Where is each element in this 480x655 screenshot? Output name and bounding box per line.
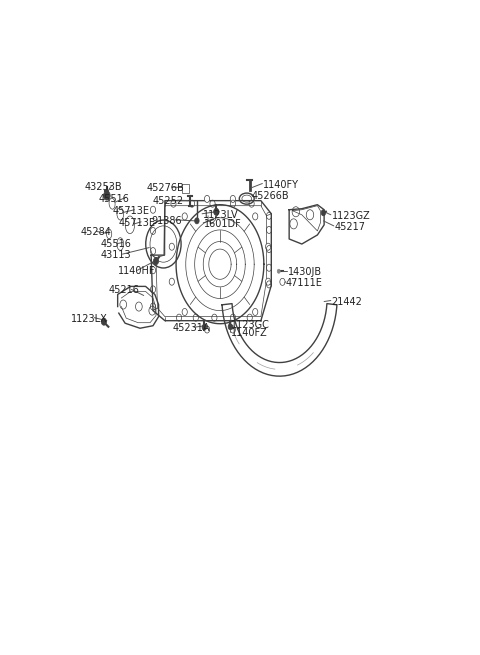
Circle shape (204, 326, 210, 333)
Text: 91386: 91386 (151, 216, 182, 226)
Circle shape (228, 324, 233, 329)
Text: 1140FY: 1140FY (263, 179, 299, 189)
Circle shape (169, 243, 174, 250)
Text: 1123GZ: 1123GZ (332, 211, 370, 221)
Circle shape (230, 326, 236, 333)
Text: 1140FZ: 1140FZ (231, 328, 268, 338)
Circle shape (182, 213, 187, 220)
Circle shape (252, 309, 258, 316)
Circle shape (154, 257, 158, 265)
Circle shape (265, 278, 271, 285)
Text: 1123LV: 1123LV (203, 210, 239, 220)
Text: 45216: 45216 (108, 286, 139, 295)
Circle shape (277, 269, 280, 273)
Circle shape (214, 208, 219, 215)
Circle shape (101, 318, 107, 326)
Text: 45516: 45516 (99, 194, 130, 204)
Circle shape (195, 218, 199, 224)
Text: 45516: 45516 (101, 238, 132, 248)
Circle shape (169, 278, 174, 285)
Bar (182, 183, 190, 193)
Circle shape (265, 243, 271, 250)
Text: 1140HF: 1140HF (118, 267, 155, 276)
Text: 45252: 45252 (152, 196, 183, 206)
Circle shape (182, 309, 187, 316)
Circle shape (230, 195, 236, 202)
Text: 45713E: 45713E (112, 206, 149, 215)
Text: 45217: 45217 (335, 222, 366, 232)
Text: 45713E: 45713E (119, 218, 156, 228)
Text: 45231A: 45231A (172, 324, 210, 333)
Text: 43253B: 43253B (84, 182, 122, 192)
Circle shape (204, 195, 210, 202)
Text: 47111E: 47111E (286, 278, 322, 288)
Circle shape (321, 210, 325, 215)
Text: 43113: 43113 (101, 250, 132, 260)
Text: 1430JB: 1430JB (288, 267, 322, 277)
Text: 45276B: 45276B (146, 183, 184, 193)
Text: 1601DF: 1601DF (204, 219, 242, 229)
Text: 1123GC: 1123GC (231, 320, 270, 329)
Circle shape (202, 324, 206, 330)
Text: 45284: 45284 (81, 227, 111, 237)
Text: 21442: 21442 (332, 297, 362, 307)
Text: 1123LX: 1123LX (71, 314, 108, 324)
Circle shape (252, 213, 258, 220)
Circle shape (104, 191, 110, 200)
Text: 45266B: 45266B (252, 191, 289, 200)
